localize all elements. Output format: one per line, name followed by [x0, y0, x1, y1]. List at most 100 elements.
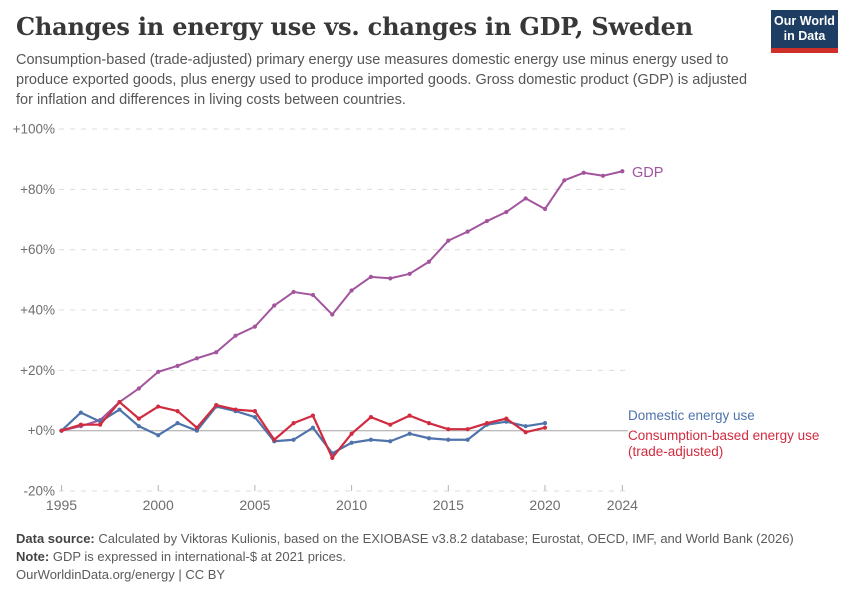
data-point	[523, 424, 528, 429]
x-axis-tick-label: 2005	[239, 497, 270, 513]
series-line-1	[60, 405, 547, 455]
data-point	[291, 421, 296, 426]
owid-logo: Our World in Data	[771, 10, 838, 53]
x-axis-tick-label: 1995	[46, 497, 77, 513]
data-point	[117, 407, 122, 412]
data-point	[330, 455, 335, 460]
x-axis-tick-label: 2015	[433, 497, 464, 513]
series-line-2	[60, 400, 547, 459]
data-point	[446, 238, 451, 243]
chart-footer: Data source: Calculated by Viktoras Kuli…	[16, 530, 794, 584]
data-point	[446, 427, 451, 432]
data-point	[252, 408, 257, 414]
data-point	[542, 206, 548, 212]
y-axis-tick-label: +20%	[20, 363, 55, 378]
chart-header: Changes in energy use vs. changes in GDP…	[16, 12, 761, 110]
data-point	[175, 408, 180, 414]
data-point	[426, 436, 432, 441]
data-point	[272, 303, 277, 308]
data-point	[252, 324, 257, 329]
data-point	[523, 196, 528, 201]
data-source-line: Data source: Calculated by Viktoras Kuli…	[16, 530, 794, 548]
data-point	[504, 416, 509, 421]
data-point	[136, 386, 141, 391]
data-point	[310, 292, 316, 298]
data-point	[349, 288, 354, 293]
series-label-1: Domestic energy use	[628, 408, 755, 423]
data-point	[98, 422, 103, 427]
data-point	[194, 428, 199, 433]
data-point	[136, 416, 141, 421]
data-point	[465, 437, 470, 442]
data-point	[484, 421, 490, 426]
data-point	[233, 407, 238, 412]
data-point	[426, 421, 432, 426]
data-point	[368, 415, 374, 420]
data-point	[272, 437, 277, 442]
data-source-text: Calculated by Viktoras Kulionis, based o…	[98, 531, 794, 546]
data-point	[194, 356, 199, 361]
data-point	[562, 178, 567, 183]
data-point	[407, 413, 412, 418]
y-axis-tick-label: +60%	[20, 242, 55, 257]
note-label: Note:	[16, 549, 50, 564]
data-point	[368, 274, 374, 279]
data-point	[156, 433, 161, 438]
data-point	[156, 369, 161, 374]
data-point	[291, 289, 296, 295]
note-line: Note: GDP is expressed in international-…	[16, 548, 794, 566]
data-point	[388, 422, 393, 427]
data-point	[156, 404, 161, 409]
data-point	[542, 425, 548, 430]
x-axis-tick-label: 2024	[607, 497, 638, 513]
data-point	[310, 413, 316, 418]
y-axis-tick-label: -20%	[23, 484, 55, 499]
data-point	[484, 218, 490, 224]
series-label-0: GDP	[632, 165, 663, 181]
data-point	[194, 425, 199, 430]
data-point	[407, 431, 412, 436]
data-point	[117, 399, 122, 405]
series-label-2: (trade-adjusted)	[628, 444, 723, 459]
x-axis-tick-label: 2020	[529, 497, 560, 513]
y-axis-tick-label: +0%	[28, 423, 55, 438]
data-point	[175, 421, 180, 426]
data-point	[388, 276, 393, 281]
data-point	[59, 428, 64, 433]
series-label-2: Consumption-based energy use	[628, 428, 819, 443]
note-text: GDP is expressed in international-$ at 2…	[52, 549, 346, 564]
data-point	[136, 424, 141, 429]
data-point	[620, 169, 625, 174]
data-point	[465, 229, 470, 234]
data-point	[233, 333, 238, 338]
data-point	[504, 209, 509, 215]
data-point	[426, 259, 432, 264]
data-point	[349, 431, 354, 436]
data-point	[291, 437, 296, 442]
footer-url: OurWorldinData.org/energy | CC BY	[16, 567, 226, 582]
data-point	[175, 363, 180, 368]
data-point	[252, 415, 257, 420]
data-point	[523, 430, 528, 435]
chart-title: Changes in energy use vs. changes in GDP…	[16, 12, 693, 41]
data-point	[581, 170, 586, 175]
data-source-label: Data source:	[16, 531, 95, 546]
data-point	[388, 439, 393, 444]
data-point	[78, 422, 83, 427]
data-point	[214, 350, 219, 355]
data-point	[310, 425, 316, 430]
data-point	[349, 440, 354, 445]
data-point	[446, 437, 451, 442]
data-point	[78, 410, 83, 415]
y-axis-tick-label: +40%	[20, 303, 55, 318]
series-line-0	[60, 170, 624, 432]
y-axis-tick-label: +100%	[13, 122, 55, 137]
x-axis-tick-label: 2000	[143, 497, 174, 513]
data-point	[407, 271, 412, 276]
y-axis-tick-label: +80%	[20, 182, 55, 197]
data-point	[214, 402, 219, 408]
data-point	[465, 427, 470, 432]
data-point	[542, 421, 548, 426]
data-point	[368, 437, 374, 442]
